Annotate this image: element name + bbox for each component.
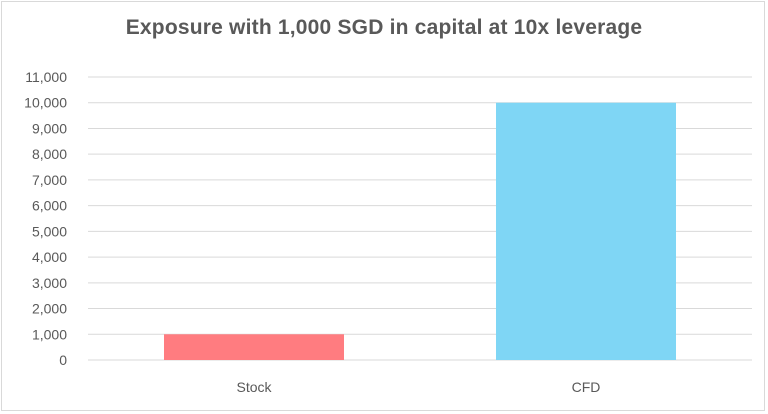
y-tick-label: 0	[59, 352, 67, 368]
y-tick-label: 4,000	[32, 249, 67, 265]
bar-cfd	[496, 102, 676, 361]
y-tick-label: 8,000	[32, 146, 67, 162]
y-tick-label: 10,000	[24, 95, 67, 111]
y-tick-label: 11,000	[25, 69, 67, 85]
bar-stock	[164, 334, 344, 360]
y-tick-label: 9,000	[32, 120, 67, 136]
y-tick-label: 6,000	[32, 198, 67, 214]
y-tick-label: 7,000	[32, 172, 67, 188]
x-tick-label: CFD	[572, 379, 601, 395]
chart-title: Exposure with 1,000 SGD in capital at 10…	[125, 16, 643, 39]
y-tick-label: 2,000	[32, 301, 67, 317]
x-tick-label: Stock	[236, 379, 272, 395]
y-tick-label: 1,000	[32, 326, 67, 342]
y-tick-label: 3,000	[32, 275, 67, 291]
y-tick-label: 5,000	[32, 223, 67, 239]
